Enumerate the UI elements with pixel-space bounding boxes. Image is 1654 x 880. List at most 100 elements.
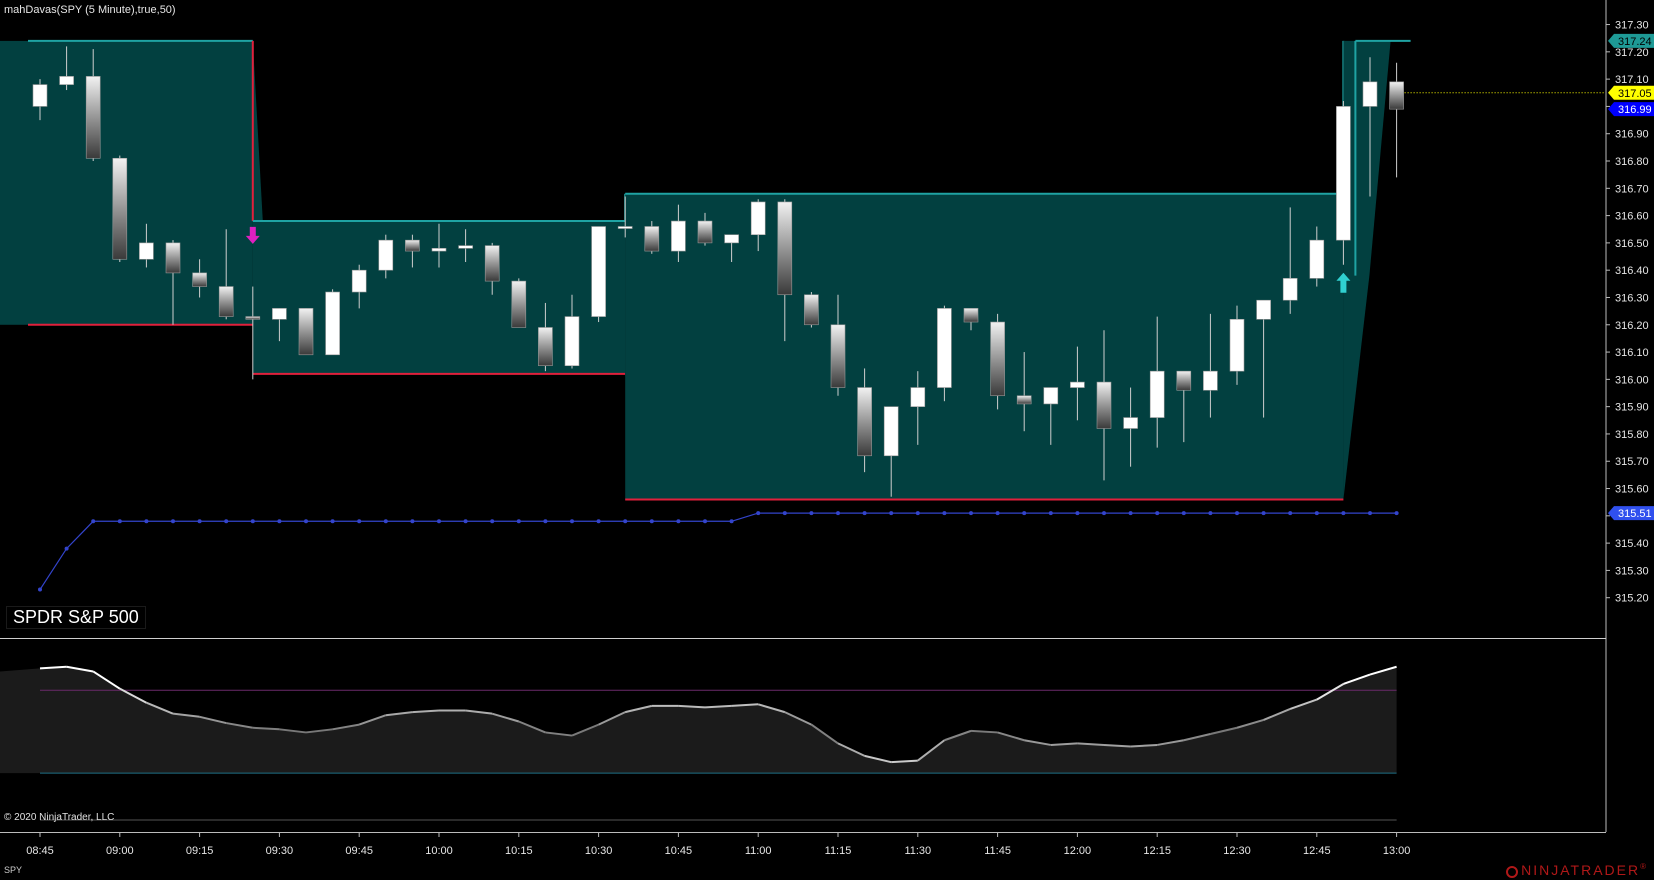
down-arrow-icon xyxy=(245,226,260,244)
y-tick-label: 316.30 xyxy=(1615,292,1649,304)
stop-price-tag: 315.51 xyxy=(1618,508,1652,520)
candle-down xyxy=(112,157,128,260)
stop-dot xyxy=(1048,511,1053,516)
stop-dot xyxy=(889,511,894,516)
stop-dot xyxy=(1075,511,1080,516)
oscillator-segment xyxy=(1157,739,1184,746)
y-tick-label: 316.00 xyxy=(1615,374,1649,386)
stop-dot xyxy=(277,519,282,524)
stop-dot xyxy=(516,519,521,524)
ninjatrader-logo: NINJATRADER® xyxy=(1506,862,1648,878)
candle-down xyxy=(1096,381,1112,429)
stop-dot xyxy=(304,519,308,524)
stop-dot xyxy=(1341,511,1346,516)
davas-box-layer xyxy=(0,39,1411,501)
stop-dot xyxy=(1288,511,1293,516)
x-tick-label: 10:45 xyxy=(665,845,693,857)
x-tick-label: 09:00 xyxy=(106,845,134,857)
oscillator-segment xyxy=(332,723,360,731)
y-tick-label: 316.80 xyxy=(1615,156,1649,168)
oscillator-segment xyxy=(545,731,573,737)
up-arrow-icon xyxy=(1336,272,1351,293)
oscillator-segment xyxy=(784,711,812,726)
x-tick-label: 11:15 xyxy=(825,845,852,857)
candle-down xyxy=(804,294,819,326)
y-tick-label: 315.70 xyxy=(1615,456,1649,468)
candle-down xyxy=(857,387,872,457)
candle-down xyxy=(697,220,713,244)
stop-dot xyxy=(117,519,122,524)
y-tick-label: 315.20 xyxy=(1615,593,1649,605)
copyright-text: © 2020 NinjaTrader, LLC xyxy=(4,812,115,823)
signal-arrows-layer xyxy=(245,226,1351,293)
candle-up xyxy=(617,226,633,229)
stop-dot xyxy=(1022,511,1027,516)
oscillator-segment xyxy=(66,665,94,673)
stop-dot xyxy=(1181,511,1186,516)
candle-down xyxy=(405,239,420,252)
x-tick-label: 12:30 xyxy=(1223,845,1251,857)
oscillator-segment xyxy=(917,739,946,762)
stop-dot xyxy=(91,519,96,524)
oscillator-segment xyxy=(944,729,972,742)
candle-up xyxy=(1203,370,1218,391)
stop-price-tag-bg xyxy=(1608,506,1654,521)
candle-down xyxy=(165,242,181,274)
x-tick-label: 10:30 xyxy=(585,845,613,857)
y-tick-label: 315.90 xyxy=(1615,402,1649,414)
candle-up xyxy=(1309,239,1325,279)
oscillator-segment xyxy=(358,714,387,726)
candle-up xyxy=(910,387,926,407)
oscillator-segment xyxy=(704,704,732,709)
y-tick-label: 317.20 xyxy=(1615,47,1649,59)
stop-dot xyxy=(1314,511,1319,516)
candle-down xyxy=(511,280,527,328)
x-tick-label: 10:00 xyxy=(425,845,453,857)
stop-dot xyxy=(862,511,867,516)
oscillator-panel xyxy=(0,665,1397,821)
candle-up xyxy=(1123,417,1138,429)
candle-up xyxy=(378,239,394,271)
candle-up xyxy=(724,234,739,244)
candle-down xyxy=(644,226,660,252)
oscillator-segment xyxy=(385,711,413,717)
bid-price-tag-bg xyxy=(1608,102,1654,117)
oscillator-segment xyxy=(1024,739,1051,746)
candle-up xyxy=(671,220,686,252)
stop-dot xyxy=(1155,511,1160,516)
symbol-tab[interactable]: SPY xyxy=(4,865,23,875)
candle-down xyxy=(830,324,846,388)
stop-dot xyxy=(490,519,495,524)
oscillator-segment xyxy=(1050,742,1078,746)
stop-dot xyxy=(995,511,1000,516)
y-tick-label: 315.60 xyxy=(1615,484,1649,496)
oscillator-segment xyxy=(146,701,174,715)
stop-dot xyxy=(357,519,362,524)
candle-down xyxy=(218,286,234,317)
oscillator-segment xyxy=(731,703,759,707)
x-tick-label: 11:45 xyxy=(984,845,1011,857)
candle-down xyxy=(777,201,793,296)
oscillator-segment xyxy=(864,754,892,764)
stop-dot xyxy=(543,519,548,524)
indicator-label: mahDavas(SPY (5 Minute),true,50) xyxy=(4,4,176,16)
oscillator-segment xyxy=(678,704,706,709)
oscillator-segment xyxy=(491,712,520,723)
stop-dot xyxy=(410,519,415,524)
oscillator-segment xyxy=(624,704,653,714)
candle-down xyxy=(1389,81,1404,110)
stop-dot xyxy=(623,519,628,524)
x-tick-label: 11:00 xyxy=(745,845,772,857)
oscillator-segment xyxy=(1289,698,1318,710)
stop-dot xyxy=(836,511,840,516)
candle-up xyxy=(937,308,952,388)
stop-dot xyxy=(596,519,601,524)
box-high-tag: 317.24 xyxy=(1618,36,1652,48)
oscillator-segment xyxy=(1263,708,1291,721)
logo-mark: ® xyxy=(1640,862,1648,871)
candle-down xyxy=(85,76,101,159)
oscillator-segment xyxy=(757,703,786,714)
stop-dot xyxy=(383,519,388,524)
davas-box xyxy=(625,193,1344,500)
